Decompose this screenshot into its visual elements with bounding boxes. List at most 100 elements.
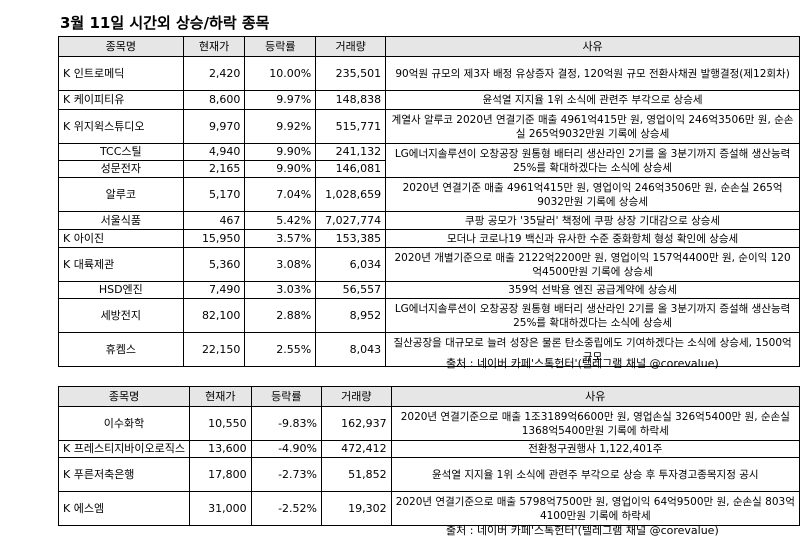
stock-name-cell: 서울식품 <box>58 211 184 230</box>
stock-name-cell: 이수화학 <box>57 406 191 441</box>
rate-cell: 9.97% <box>244 90 317 110</box>
volume-cell: 515,771 <box>315 109 387 144</box>
price-cell: 10,550 <box>189 406 252 441</box>
stock-name-cell: K 대륙제관 <box>58 247 184 282</box>
rate-cell: 5.42% <box>244 211 317 230</box>
reason-cell: 2020년 개별기준으로 매출 2122억2200만 원, 영업이익 157억4… <box>385 247 800 282</box>
reason-cell: 2020년 연결기준으로 매출 1조3189억6600만 원, 영업손실 326… <box>390 406 800 441</box>
volume-cell: 472,412 <box>321 440 392 458</box>
stock-name-cell: K 위지윅스튜디오 <box>58 109 184 144</box>
header-rate: 등락률 <box>250 386 323 407</box>
price-cell: 17,800 <box>189 457 252 492</box>
volume-cell: 235,501 <box>315 56 387 91</box>
table-row: TCC스틸 4,940 9.90% 241,132 LG에너지솔루션이 오창공장 원통형… <box>58 143 800 178</box>
reason-cell: 질산공장을 대규모로 늘려 성장은 물론 탄소중립에도 기여하겠다는 소식에 상… <box>385 332 800 367</box>
reason-cell: LG에너지솔루션이 오창공장 원통형 배터리 생산라인 2기를 올 3분기까지 … <box>385 143 800 178</box>
price-cell: 22,150 <box>182 332 246 367</box>
stock-name-cell: K 프레스티지바이오로직스 <box>57 440 191 458</box>
stock-name-cell: K 푸른저축은행 <box>57 457 191 492</box>
table-row: 이수화학 10,550 -9.83% 162,937 2020년 연결기준으로 매출 1… <box>57 406 800 441</box>
reason-cell: 계열사 알루코 2020년 연결기준 매출 4961억415만 원, 영업이익 … <box>385 109 800 144</box>
falling-table: 종목명 현재가 등락률 거래량 사유 이수화학 10,550 -9.83% 162,9… <box>57 386 800 526</box>
reason-cell: LG에너지솔루션이 오창공장 원통형 배터리 생산라인 2기를 올 3분기까지 … <box>385 298 800 333</box>
price-cell: 9,970 <box>182 109 246 144</box>
price-cell: 15,950 <box>182 229 246 248</box>
table-row: K 위지윅스튜디오 9,970 9.92% 515,771 계열사 알루코 2020년 … <box>58 109 800 144</box>
table-row: K 인트로메딕 2,420 10.00% 235,501 90억원 규모의 제3자 배정… <box>58 56 800 91</box>
rate-cell: 9.90% <box>244 143 317 161</box>
header-volume: 거래량 <box>321 386 392 407</box>
table-row: 서울식품 467 5.42% 7,027,774 쿠팡 공모가 '35달러' 책정에 쿠… <box>58 211 800 230</box>
rate-cell: 7.04% <box>244 177 317 212</box>
volume-cell: 162,937 <box>321 406 392 441</box>
price-cell: 4,940 <box>182 143 246 161</box>
source-note: 출처 : 네이버 카페'스톡헌터'(텔레그램 채널 @corevalue) <box>446 524 719 537</box>
header-rate: 등락률 <box>244 36 317 57</box>
rate-cell: 3.57% <box>244 229 317 248</box>
header-reason: 사유 <box>390 386 800 407</box>
reason-cell: 2020년 연결기준 매출 4961억415만 원, 영업이익 246억3506… <box>385 177 800 212</box>
volume-cell: 8,952 <box>315 298 387 333</box>
price-cell: 7,490 <box>182 281 246 299</box>
reason-cell: 모더나 코로나19 백신과 유사한 수준 중화항체 형성 확인에 상승세 <box>385 229 800 248</box>
table-row: 알루코 5,170 7.04% 1,028,659 2020년 연결기준 매출 4961… <box>58 177 800 212</box>
page-title: 3월 11일 시간외 상승/하락 종목 <box>60 14 270 32</box>
header-reason: 사유 <box>385 36 800 57</box>
reason-cell: 윤석열 지지율 1위 소식에 관련주 부각으로 상승 후 투자경고종목지정 공시 <box>390 457 800 492</box>
volume-cell: 56,557 <box>315 281 387 299</box>
rate-cell: 3.08% <box>244 247 317 282</box>
table-row: K 아이진 15,950 3.57% 153,385 모더나 코로나19 백신과 유사한… <box>58 229 800 248</box>
stock-name-cell: TCC스틸 <box>58 143 184 161</box>
header-volume: 거래량 <box>315 36 387 57</box>
price-cell: 5,170 <box>182 177 246 212</box>
price-cell: 5,360 <box>182 247 246 282</box>
volume-cell: 1,028,659 <box>315 177 387 212</box>
volume-cell: 7,027,774 <box>315 211 387 230</box>
stock-name-cell: 성문전자 <box>58 160 184 178</box>
volume-cell: 146,081 <box>315 160 387 178</box>
stock-name-cell: HSD엔진 <box>58 281 184 299</box>
volume-cell: 19,302 <box>321 491 392 526</box>
stock-name-cell: K 에스엠 <box>57 491 191 526</box>
rate-cell: -4.90% <box>250 440 323 458</box>
source-note: 출처 : 네이버 카페'스톡헌터'(텔레그램 채널 @corevalue) <box>446 357 719 370</box>
table-row: K 대륙제관 5,360 3.08% 6,034 2020년 개별기준으로 매출 212… <box>58 247 800 282</box>
price-cell: 82,100 <box>182 298 246 333</box>
table-header-row: 종목명 현재가 등락률 거래량 사유 <box>58 36 800 57</box>
reason-cell: 90억원 규모의 제3자 배정 유상증자 결정, 120억원 규모 전환사채권 … <box>385 56 800 91</box>
rate-cell: 9.92% <box>244 109 317 144</box>
price-cell: 2,420 <box>182 56 246 91</box>
table-row: 세방전지 82,100 2.88% 8,952 LG에너지솔루션이 오창공장 원통형 배… <box>58 298 800 333</box>
rate-cell: 3.03% <box>244 281 317 299</box>
stock-name-cell: K 아이진 <box>58 229 184 248</box>
rate-cell: 2.55% <box>244 332 317 367</box>
header-name: 종목명 <box>57 386 191 407</box>
rate-cell: 9.90% <box>244 160 317 178</box>
table-row: K 케이피티유 8,600 9.97% 148,838 윤석열 지지율 1위 소식에 관… <box>58 90 800 110</box>
reason-cell: 359억 선박용 엔진 공급계약에 상승세 <box>385 281 800 299</box>
stock-name-cell: 알루코 <box>58 177 184 212</box>
stock-name-cell: 세방전지 <box>58 298 184 333</box>
volume-cell: 148,838 <box>315 90 387 110</box>
rate-cell: -9.83% <box>250 406 323 441</box>
rate-cell: 2.88% <box>244 298 317 333</box>
table-row: K 프레스티지바이오로직스 13,600 -4.90% 472,412 전환청구권행사 … <box>57 440 800 458</box>
volume-cell: 51,852 <box>321 457 392 492</box>
rate-cell: -2.52% <box>250 491 323 526</box>
reason-cell: 윤석열 지지율 1위 소식에 관련주 부각으로 상승세 <box>385 90 800 110</box>
reason-cell: 전환청구권행사 1,122,401주 <box>390 440 800 458</box>
reason-cell: 2020년 연결기준으로 매출 5798억7500만 원, 영업이익 64억95… <box>390 491 800 526</box>
rising-table: 종목명 현재가 등락률 거래량 사유 K 인트로메딕 2,420 10.00% 235… <box>58 36 800 367</box>
table-row: K 에스엠 31,000 -2.52% 19,302 2020년 연결기준으로 매출 5… <box>57 491 800 526</box>
price-cell: 467 <box>182 211 246 230</box>
price-cell: 8,600 <box>182 90 246 110</box>
stock-name-cell: 휴켐스 <box>58 332 184 367</box>
volume-cell: 6,034 <box>315 247 387 282</box>
volume-cell: 8,043 <box>315 332 387 367</box>
rate-cell: 10.00% <box>244 56 317 91</box>
table-row: HSD엔진 7,490 3.03% 56,557 359억 선박용 엔진 공급계약에 상… <box>58 281 800 299</box>
table-row: K 푸른저축은행 17,800 -2.73% 51,852 윤석열 지지율 1위 소식에… <box>57 457 800 492</box>
reason-cell: 쿠팡 공모가 '35달러' 책정에 쿠팡 상장 기대감으로 상승세 <box>385 211 800 230</box>
price-cell: 13,600 <box>189 440 252 458</box>
header-name: 종목명 <box>58 36 184 57</box>
